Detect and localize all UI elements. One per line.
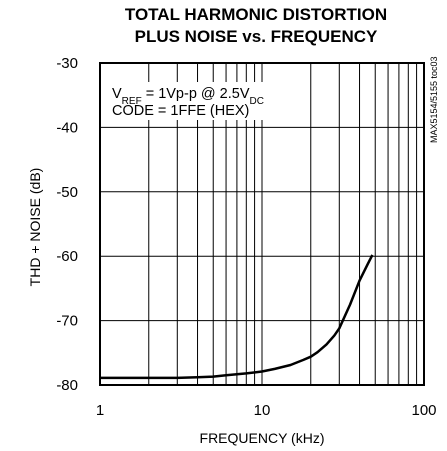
y-tick-label: -70 [56, 313, 78, 330]
annotation-background [106, 82, 274, 120]
annotation-vref-mid: = 1Vp-p @ 2.5V [142, 86, 250, 102]
chart-title-line2: PLUS NOISE vs. FREQUENCY [135, 27, 378, 46]
x-tick-label: 100 [411, 402, 436, 419]
x-tick-labels: 1 10 100 [96, 402, 437, 419]
annotation-vref-dc: DC [250, 96, 264, 107]
plot-frame [99, 62, 425, 386]
x-tick-label: 10 [254, 402, 271, 419]
annotation-vref-v: V [112, 86, 122, 102]
annotation-vref: VREF = 1Vp-p @ 2.5VDC [112, 86, 264, 107]
y-axis-label: THD + NOISE (dB) [27, 168, 43, 287]
annotation-vref-sub: REF [122, 96, 142, 107]
series [100, 254, 374, 380]
y-tick-label: -60 [56, 248, 78, 265]
figure-code: MAX5154/5155 toc03 [429, 56, 439, 143]
x-axis-label: FREQUENCY (kHz) [200, 430, 325, 446]
y-tick-label: -80 [56, 377, 78, 394]
y-tick-label: -50 [56, 184, 78, 201]
annotation-code: CODE = 1FFE (HEX) [112, 103, 249, 119]
y-tick-label: -40 [56, 119, 78, 136]
y-tick-labels: -30 -40 -50 -60 -70 -80 [56, 55, 78, 394]
series-line [100, 254, 374, 380]
y-tick-label: -30 [56, 55, 78, 72]
chart-title-line1: TOTAL HARMONIC DISTORTION [125, 5, 387, 24]
x-tick-label: 1 [96, 402, 104, 419]
